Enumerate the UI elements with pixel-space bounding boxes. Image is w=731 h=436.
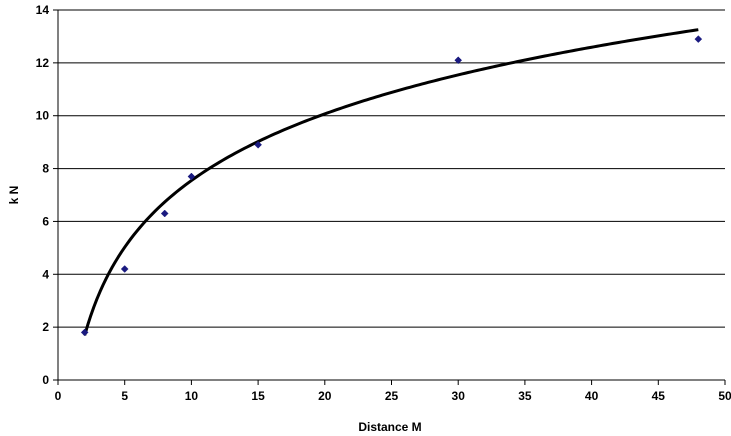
trendline-curve xyxy=(83,28,699,336)
data-point xyxy=(187,172,196,181)
x-tick-label: 10 xyxy=(185,389,199,403)
y-tick-label: 6 xyxy=(42,214,49,228)
x-tick-label: 45 xyxy=(652,389,666,403)
y-tick-label: 14 xyxy=(36,3,50,17)
x-tick-label: 40 xyxy=(585,389,599,403)
y-tick-label: 0 xyxy=(42,373,49,387)
x-axis-title: Distance M xyxy=(358,420,421,434)
x-tick-label: 50 xyxy=(718,389,731,403)
data-point xyxy=(454,56,463,65)
data-point xyxy=(80,328,89,337)
x-tick-label: 20 xyxy=(318,389,332,403)
data-point xyxy=(160,209,169,218)
data-points xyxy=(80,35,703,337)
y-tick-label: 8 xyxy=(42,162,49,176)
y-tick-label: 4 xyxy=(42,267,49,281)
y-tick-label: 2 xyxy=(42,320,49,334)
data-point xyxy=(120,265,129,273)
x-tick-label: 35 xyxy=(518,389,532,403)
data-point xyxy=(694,35,703,43)
y-axis-title: k N xyxy=(7,186,21,205)
x-tick-label: 5 xyxy=(121,389,128,403)
axes xyxy=(53,9,726,385)
x-tick-label: 25 xyxy=(385,389,399,403)
x-tick-label: 15 xyxy=(251,389,265,403)
data-point xyxy=(254,140,262,149)
x-tick-label: 30 xyxy=(452,389,466,403)
x-tick-label: 0 xyxy=(55,389,62,403)
tick-labels: 0 2 4 6 8 10 12 14 0 5 10 15 20 25 30 35 40 45 50 xyxy=(36,3,731,403)
y-tick-label: 10 xyxy=(36,109,50,123)
gridlines xyxy=(58,9,725,381)
y-tick-label: 12 xyxy=(36,56,50,70)
trendline-layer xyxy=(83,28,699,336)
